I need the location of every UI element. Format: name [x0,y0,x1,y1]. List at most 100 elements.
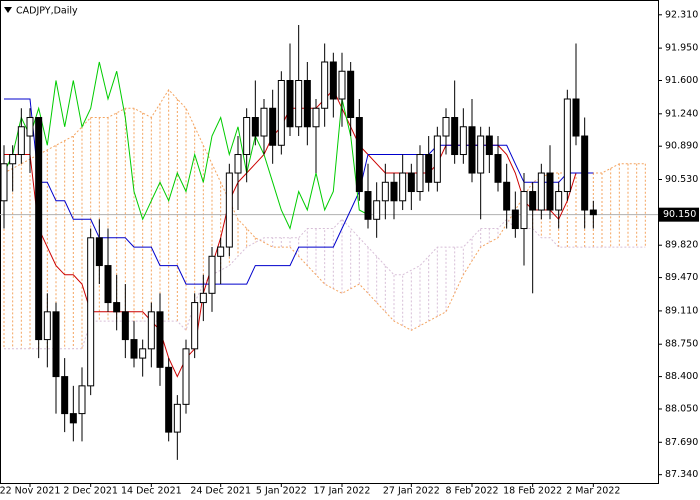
candle-body [329,61,337,100]
candle-body [425,154,433,183]
plot-frame [0,0,659,484]
y-tick-label: 87.340 [665,469,698,480]
candle-body [182,348,190,405]
y-tick-label: 88.050 [665,403,698,414]
candle-body [208,255,216,294]
candle-body [165,366,173,433]
plot [0,24,658,460]
candle-body [399,172,407,202]
candle-body [312,107,320,128]
candle-body [35,117,43,341]
candle-body [442,117,450,137]
candle-body [269,107,277,146]
candle-body [494,154,502,183]
candle-body [572,98,580,137]
candle-body [130,339,138,359]
candle-body [347,70,355,119]
candle-body [251,117,259,137]
y-tick-label: 88.400 [665,371,698,382]
candle-body [156,311,164,368]
candle-body [234,154,242,174]
candle-body [260,107,268,137]
last-price-box [659,207,699,222]
candle-body [364,191,372,220]
candle-body [537,172,545,211]
y-tick-label: 89.470 [665,272,698,283]
candle-body [355,117,363,193]
candle-body [139,348,147,359]
candle-body [113,302,121,313]
candle-body [589,209,597,216]
candle-body [26,117,34,137]
candle-body [581,135,589,211]
x-tick-label: 8 Feb 2022 [445,486,498,497]
candle-body [95,237,103,267]
x-tick-label: 24 Dec 2021 [190,486,251,497]
candle-body [243,117,251,156]
candle-body [338,70,346,100]
x-tick-label: 17 Jan 2022 [314,486,371,497]
candle-body [503,181,511,211]
candle-body [295,80,303,128]
candle-body [173,403,181,433]
candle-body [17,126,25,156]
candle-body [381,181,389,202]
indicator-line [3,61,369,231]
candle-body [191,302,199,350]
candle-body [277,80,285,146]
x-tick-label: 18 Feb 2022 [503,486,562,497]
y-tick-label: 92.310 [665,9,698,20]
x-tick-label: 5 Jan 2022 [256,486,307,497]
y-tick-label: 90.890 [665,141,698,152]
candle-body [78,385,86,415]
candle-body [217,246,225,257]
y-tick-label: 91.240 [665,108,698,119]
candle-body [87,237,95,387]
candle-body [529,191,537,211]
candle-body [303,80,311,128]
candle-body [9,154,17,165]
candle-body [520,191,528,230]
y-tick-label: 91.950 [665,43,698,54]
candle-body [407,172,415,193]
candle-body [416,154,424,193]
x-tick-label: 2 Mar 2022 [566,486,620,497]
x-tick-label: 27 Jan 2022 [383,486,440,497]
x-tick-label: 14 Dec 2021 [121,486,182,497]
candle-body [468,126,476,174]
candle-body [511,209,519,230]
candle-body [199,292,207,304]
candle-body [225,172,233,248]
senkou-span-b [4,218,646,350]
candle-body [61,376,69,415]
candle-body [104,265,112,304]
candle-body [286,80,294,128]
candle-body [121,311,129,341]
candle-body [69,413,77,424]
candle-body [0,163,8,202]
candle-body [147,311,155,350]
y-tick-label: 87.690 [665,437,698,448]
candle-body [485,135,493,156]
title-marker [4,7,12,13]
x-tick-label: 22 Nov 2021 [0,486,60,497]
x-tick-label: 2 Dec 2021 [63,486,118,497]
last-price-label: 90.150 [663,209,696,220]
candle-body [546,172,554,211]
candle-body [390,181,398,202]
y-tick-label: 89.110 [665,305,698,316]
candle-body [373,200,381,220]
candle-body [459,126,467,156]
candle-body [563,98,571,193]
candle-body [555,191,563,211]
candle-body [451,117,459,156]
candle-body [43,311,51,341]
candle-body [477,135,485,174]
chart-title: CADJPY,Daily [16,6,78,17]
y-tick-label: 88.750 [665,339,698,350]
candle-body [433,135,441,183]
y-tick-label: 91.600 [665,75,698,86]
candle-body [321,61,329,109]
y-tick-label: 89.820 [665,240,698,251]
